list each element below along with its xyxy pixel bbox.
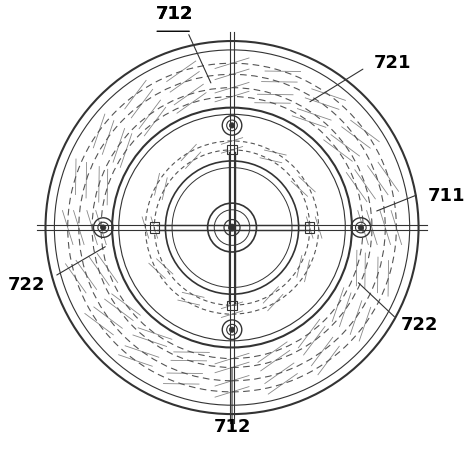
- Text: 722: 722: [401, 316, 439, 334]
- Circle shape: [358, 225, 364, 230]
- Circle shape: [228, 224, 236, 231]
- Circle shape: [101, 225, 106, 230]
- Bar: [305, 222, 314, 233]
- Bar: [227, 301, 237, 310]
- Text: 712: 712: [155, 5, 193, 23]
- Text: 722: 722: [8, 276, 46, 295]
- Text: 712: 712: [155, 5, 193, 23]
- Text: 712: 712: [213, 418, 251, 436]
- Bar: [227, 145, 237, 154]
- Circle shape: [229, 327, 235, 332]
- Circle shape: [229, 123, 235, 128]
- Text: 721: 721: [374, 54, 412, 72]
- Bar: [150, 222, 159, 233]
- Text: 711: 711: [428, 188, 465, 206]
